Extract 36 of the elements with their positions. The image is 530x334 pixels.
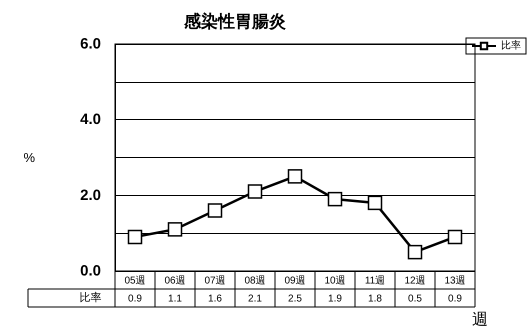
data-label: 1.6 — [208, 294, 222, 304]
point — [128, 230, 142, 244]
data-label: 2.5 — [288, 294, 302, 304]
y-tick-label: 2.0 — [80, 186, 101, 204]
text: 比率 — [80, 292, 102, 304]
y-axis-title: % — [23, 150, 36, 165]
x-tick-label: 06週 — [164, 276, 186, 286]
data-label: 0.5 — [408, 294, 422, 304]
data-label: 2.1 — [248, 294, 262, 304]
point — [408, 244, 422, 260]
point — [168, 222, 182, 237]
data-label: 0.9 — [448, 294, 462, 304]
x-tick-label: 07週 — [204, 276, 226, 286]
data-label: 1.9 — [328, 294, 342, 304]
x-tick-label: 05週 — [124, 276, 146, 286]
x-tick-label: 13週 — [444, 276, 466, 286]
point — [448, 230, 462, 244]
legend-label: 比率 — [501, 40, 521, 52]
point — [208, 203, 222, 218]
x-tick-label: 11週 — [364, 276, 386, 286]
point — [368, 196, 382, 210]
data-label: 0.9 — [128, 294, 142, 304]
x-tick-label: 10週 — [324, 276, 346, 286]
chart-title: 感染性胃腸炎 — [183, 12, 286, 31]
y-tick-label: 0.0 — [80, 262, 101, 280]
data-label: 1.8 — [368, 294, 382, 304]
x-tick-label: 08週 — [244, 276, 266, 286]
y-tick-label: 6.0 — [80, 36, 101, 52]
x-tick-label: 12週 — [404, 276, 426, 286]
x-axis-title: 週 — [472, 312, 488, 328]
data-label: 1.1 — [168, 294, 182, 304]
point — [248, 184, 262, 199]
y-tick-label: 4.0 — [80, 111, 101, 128]
point — [328, 192, 342, 206]
x-tick-label: 09週 — [284, 276, 306, 286]
point — [288, 169, 302, 184]
